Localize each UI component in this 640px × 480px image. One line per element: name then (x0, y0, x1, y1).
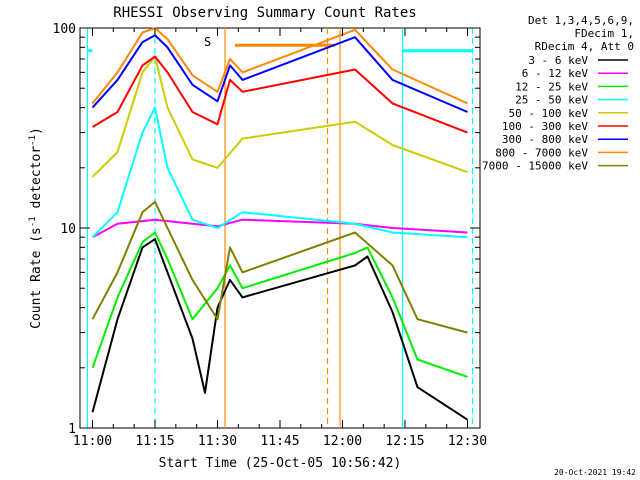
legend-label-7: 800 - 7000 keV (495, 146, 588, 159)
bars-layer (87, 43, 473, 53)
legend-label-1: 6 - 12 keV (522, 67, 589, 80)
x-axis-label: Start Time (25-Oct-05 10:56:42) (159, 456, 402, 471)
legend-label-6: 300 - 800 keV (502, 133, 588, 146)
legend-label-5: 100 - 300 keV (502, 120, 588, 133)
generation-timestamp: 20-Oct-2021 19:42 (554, 468, 636, 477)
legend-label-0: 3 - 6 keV (528, 54, 588, 67)
series-line-0 (91, 238, 469, 421)
plot-frame (79, 27, 481, 429)
series-line-7 (91, 27, 468, 105)
x-tick-label-0: 11:00 (73, 434, 112, 449)
x-tick-label-6: 12:30 (448, 434, 487, 449)
legend-label-3: 25 - 50 keV (515, 94, 588, 107)
series-line-2 (91, 231, 468, 378)
chart-title: RHESSI Observing Summary Count Rates (113, 5, 416, 21)
saa-annotation: S (204, 35, 211, 49)
series-line-5 (91, 55, 468, 134)
markers-layer (86, 28, 474, 428)
x-tick-label-4: 12:00 (323, 434, 362, 449)
legend-label-8: 7000 - 15000 keV (482, 160, 588, 173)
legend-label-4: 50 - 100 keV (509, 107, 589, 120)
series-line-8 (91, 200, 468, 334)
x-tick-label-5: 12:15 (385, 434, 424, 449)
legend-label-2: 12 - 25 keV (515, 80, 588, 93)
series-line-3 (91, 106, 468, 239)
series-layer (91, 27, 469, 421)
series-line-1 (92, 218, 468, 239)
legend: Det 1,3,4,5,6,9, FDecim 1, RDecim 4, Att… (482, 14, 634, 173)
series-line-4 (91, 55, 468, 178)
legend-header-line-1: Det 1,3,4,5,6,9, (528, 14, 634, 27)
x-tick-label-2: 11:30 (198, 434, 237, 449)
x-tick-label-1: 11:15 (135, 434, 174, 449)
legend-header-line-3: RDecim 4, Att 0 (535, 40, 634, 53)
ticks-layer: 11:00 11:15 11:30 11:45 12:00 12:15 12:30 1 10 10… (53, 22, 488, 449)
series-line-6 (91, 34, 468, 113)
y-tick-label-1: 10 (60, 222, 76, 237)
legend-header-line-2: FDecim 1, (574, 27, 634, 40)
x-tick-label-3: 11:45 (260, 434, 299, 449)
y-axis-label: Count Rate (s-1 detector-1) (28, 127, 44, 329)
y-tick-label-0: 1 (68, 422, 76, 437)
y-tick-label-2: 100 (53, 22, 76, 37)
